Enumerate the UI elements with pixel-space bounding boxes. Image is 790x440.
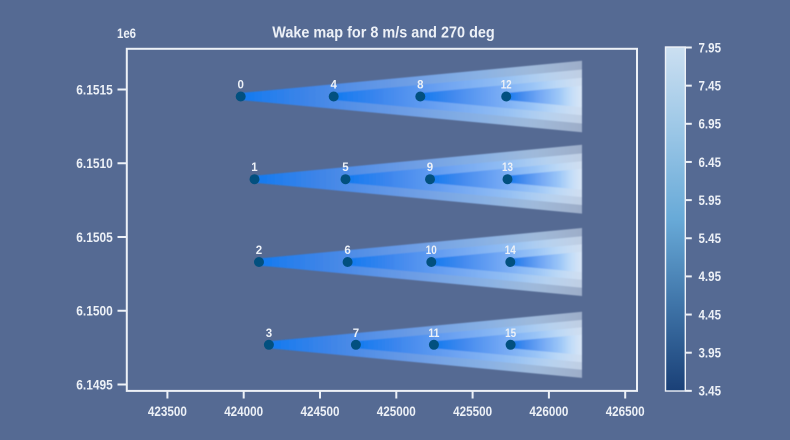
svg-text:6: 6 (344, 245, 350, 257)
svg-text:3.45: 3.45 (699, 384, 722, 399)
svg-text:1: 1 (251, 162, 258, 174)
svg-text:6.1515: 6.1515 (76, 82, 113, 97)
svg-text:5.95: 5.95 (699, 193, 722, 208)
svg-text:424000: 424000 (224, 404, 263, 419)
svg-text:2: 2 (256, 245, 262, 257)
svg-text:9: 9 (427, 162, 433, 174)
svg-text:6.1510: 6.1510 (76, 156, 113, 171)
svg-text:425000: 425000 (377, 404, 416, 419)
svg-text:10: 10 (426, 245, 437, 257)
svg-text:6.1500: 6.1500 (76, 304, 113, 319)
svg-text:3.95: 3.95 (699, 346, 722, 361)
svg-text:15: 15 (505, 328, 517, 340)
svg-text:13: 13 (502, 162, 513, 174)
svg-text:4.95: 4.95 (699, 269, 722, 284)
svg-text:0: 0 (237, 80, 243, 92)
svg-text:424500: 424500 (301, 404, 340, 419)
svg-text:423500: 423500 (148, 404, 187, 419)
svg-text:1e6: 1e6 (117, 25, 136, 41)
svg-text:6.1505: 6.1505 (76, 230, 113, 245)
svg-text:7: 7 (353, 328, 359, 340)
svg-text:5: 5 (342, 162, 349, 174)
svg-text:426000: 426000 (529, 404, 568, 419)
svg-text:5.45: 5.45 (699, 231, 722, 246)
svg-text:14: 14 (505, 245, 517, 257)
svg-text:6.95: 6.95 (699, 117, 722, 132)
svg-text:4: 4 (330, 80, 337, 92)
svg-text:12: 12 (501, 80, 512, 92)
svg-text:4.45: 4.45 (699, 307, 722, 322)
svg-text:425500: 425500 (453, 404, 492, 419)
svg-text:Wake map for 8 m/s and 270 deg: Wake map for 8 m/s and 270 deg (272, 25, 495, 42)
svg-text:6.45: 6.45 (699, 155, 722, 170)
svg-text:7.45: 7.45 (699, 78, 722, 93)
svg-text:3: 3 (266, 328, 272, 340)
svg-text:7.95: 7.95 (699, 40, 722, 55)
svg-text:11: 11 (428, 328, 440, 340)
svg-text:8: 8 (417, 80, 424, 92)
svg-text:426500: 426500 (606, 404, 645, 419)
svg-text:6.1495: 6.1495 (76, 377, 113, 392)
